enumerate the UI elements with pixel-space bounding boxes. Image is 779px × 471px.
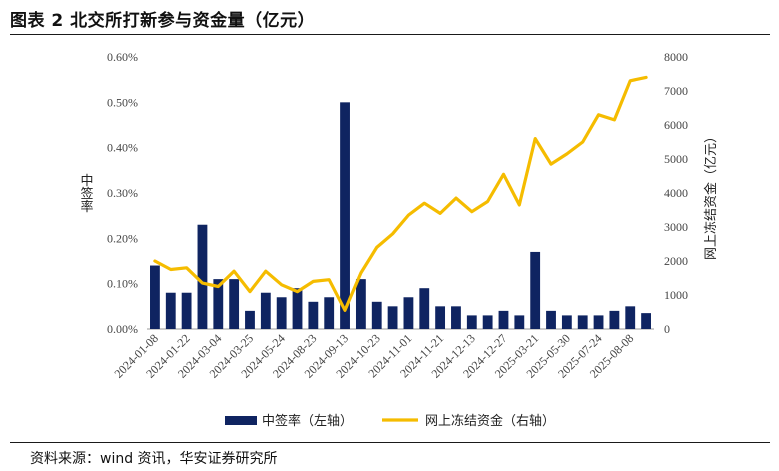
top-rule bbox=[10, 34, 770, 35]
bar bbox=[482, 315, 493, 329]
bar bbox=[466, 315, 477, 329]
bar bbox=[197, 224, 208, 329]
bar bbox=[593, 315, 604, 329]
y-left-tick-label: 0.30% bbox=[107, 186, 138, 200]
y-right-tick-label: 0 bbox=[664, 322, 670, 336]
bar bbox=[419, 288, 430, 329]
x-axis-labels: 2024-01-082024-01-222024-03-042024-03-25… bbox=[112, 331, 637, 380]
bar bbox=[276, 297, 287, 329]
legend: 中签率（左轴） 网上冻结资金（右轴） bbox=[225, 413, 555, 429]
bar bbox=[371, 301, 382, 329]
bar bbox=[387, 306, 398, 329]
y-right-tick-label: 8000 bbox=[664, 50, 688, 64]
bottom-rule bbox=[10, 442, 770, 443]
bar bbox=[324, 297, 335, 329]
legend-label-line: 网上冻结资金（右轴） bbox=[425, 413, 555, 429]
bar bbox=[403, 297, 414, 329]
y-left-tick-label: 0.10% bbox=[107, 277, 138, 291]
bar bbox=[609, 310, 620, 329]
y-right-tick-label: 4000 bbox=[664, 186, 688, 200]
bar bbox=[165, 292, 176, 329]
bar bbox=[260, 292, 271, 329]
bar bbox=[546, 310, 556, 329]
y-right-tick-label: 6000 bbox=[664, 118, 688, 132]
figure-title: 图表 2 北交所打新参与资金量（亿元） bbox=[10, 11, 316, 31]
bar bbox=[340, 102, 350, 329]
chart-axes: 0.00% 0.10% 0.20% 0.30% 0.40% 0.50% 0.60% 0 1000… bbox=[78, 50, 720, 336]
y-right-tick-label: 3000 bbox=[664, 220, 688, 234]
y-left-axis-title: 中签率 bbox=[78, 174, 94, 213]
bar-series bbox=[150, 102, 651, 329]
legend-label-bar: 中签率（左轴） bbox=[262, 413, 353, 429]
bar bbox=[561, 315, 572, 329]
bar bbox=[150, 265, 160, 329]
bar bbox=[181, 292, 192, 329]
y-left-tick-label: 0.40% bbox=[107, 141, 138, 155]
y-right-axis-title: 网上冻结资金（亿元） bbox=[703, 130, 719, 260]
bar bbox=[514, 315, 525, 329]
bar bbox=[213, 279, 224, 329]
bar bbox=[451, 306, 461, 329]
bar bbox=[577, 315, 588, 329]
bar bbox=[498, 310, 509, 329]
y-left-tick-label: 0.00% bbox=[107, 322, 138, 336]
y-right-tick-label: 1000 bbox=[664, 288, 688, 302]
series-line bbox=[153, 75, 648, 312]
legend-swatch-bar bbox=[225, 416, 257, 425]
bar bbox=[435, 306, 446, 329]
y-right-tick-label: 7000 bbox=[664, 84, 688, 98]
bar bbox=[625, 306, 636, 329]
source-note: 资料来源：wind 资讯，华安证券研究所 bbox=[30, 451, 278, 467]
bar bbox=[530, 251, 541, 329]
bar bbox=[355, 279, 366, 329]
y-right-tick-label: 5000 bbox=[664, 152, 688, 166]
bar bbox=[308, 301, 319, 329]
bar bbox=[641, 313, 651, 329]
y-left-tick-label: 0.20% bbox=[107, 231, 138, 245]
y-right-tick-label: 2000 bbox=[664, 254, 688, 268]
bar bbox=[229, 279, 240, 329]
y-left-tick-label: 0.60% bbox=[107, 50, 138, 64]
bar bbox=[292, 288, 303, 329]
bar bbox=[245, 310, 255, 329]
y-left-tick-label: 0.50% bbox=[107, 95, 138, 109]
line-series bbox=[153, 75, 648, 312]
